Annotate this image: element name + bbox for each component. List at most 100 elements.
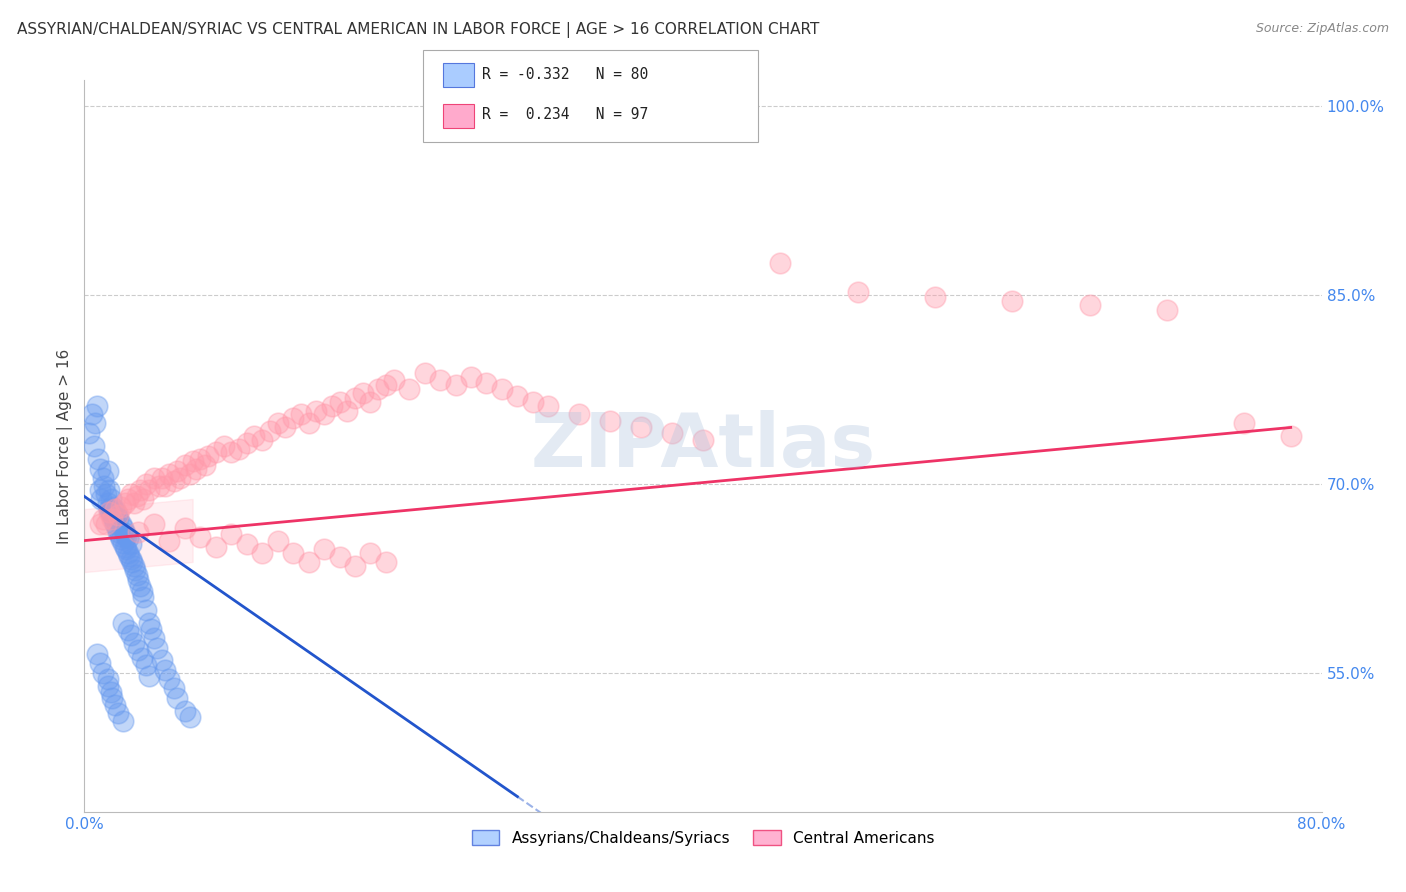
Point: [115, 528, 138, 542]
Point: [661, 426, 683, 441]
Point: [219, 445, 242, 459]
Point: [139, 622, 162, 636]
Point: [117, 546, 139, 560]
Point: [98, 483, 121, 497]
Point: [184, 461, 207, 475]
Point: [127, 643, 149, 657]
Point: [135, 658, 157, 673]
Point: [382, 373, 405, 387]
Point: [131, 584, 153, 599]
Point: [96, 496, 118, 510]
Point: [297, 555, 319, 569]
Point: [120, 552, 142, 566]
Point: [96, 679, 118, 693]
Point: [343, 391, 366, 405]
Point: [174, 521, 197, 535]
Point: [143, 631, 166, 645]
Point: [87, 451, 110, 466]
Point: [105, 521, 128, 535]
Point: [124, 563, 146, 577]
Point: [181, 454, 204, 468]
Point: [115, 542, 138, 557]
Point: [89, 483, 111, 497]
Point: [100, 491, 122, 506]
Point: [159, 467, 180, 481]
Point: [281, 411, 305, 425]
Point: [312, 408, 335, 422]
Point: [174, 704, 197, 718]
Point: [101, 691, 124, 706]
Point: [197, 449, 219, 463]
Point: [312, 542, 335, 557]
Point: [274, 420, 297, 434]
Point: [132, 591, 155, 605]
Point: [630, 420, 652, 434]
Point: [537, 399, 560, 413]
Point: [90, 491, 112, 506]
Point: [101, 508, 124, 523]
Point: [166, 464, 188, 478]
Point: [1279, 429, 1302, 443]
Point: [117, 623, 139, 637]
Point: [117, 491, 139, 506]
Point: [336, 403, 359, 417]
Point: [235, 436, 259, 450]
Point: [103, 512, 125, 526]
Point: [112, 536, 135, 550]
Point: [352, 386, 374, 401]
Point: [159, 673, 180, 687]
Point: [101, 512, 124, 526]
Point: [110, 500, 132, 514]
Point: [250, 433, 273, 447]
Point: [599, 414, 621, 428]
Point: [522, 395, 544, 409]
Point: [374, 378, 398, 392]
Point: [120, 537, 142, 551]
Point: [110, 517, 132, 532]
Point: [169, 470, 191, 484]
Point: [228, 442, 250, 456]
Point: [101, 500, 124, 514]
Point: [398, 382, 420, 396]
Point: [163, 681, 186, 695]
Point: [89, 656, 111, 670]
Point: [127, 524, 149, 539]
Point: [135, 476, 157, 491]
Point: [94, 517, 117, 532]
Point: [1001, 293, 1024, 308]
Point: [1078, 298, 1101, 312]
Point: [163, 475, 186, 489]
Point: [114, 526, 136, 541]
Y-axis label: In Labor Force | Age > 16: In Labor Force | Age > 16: [58, 349, 73, 543]
Point: [429, 373, 451, 387]
Point: [110, 533, 132, 547]
Point: [117, 531, 139, 545]
Point: [568, 408, 591, 422]
Point: [104, 502, 127, 516]
Point: [153, 664, 176, 678]
Point: [143, 470, 166, 484]
Point: [343, 558, 366, 573]
Point: [138, 668, 160, 682]
Point: [125, 490, 148, 504]
Point: [360, 546, 382, 560]
Point: [150, 653, 173, 667]
Point: [328, 395, 352, 409]
Point: [125, 567, 148, 582]
Point: [132, 491, 155, 506]
Point: [103, 502, 125, 516]
Point: [91, 470, 114, 484]
Point: [769, 256, 792, 270]
Point: [129, 579, 152, 593]
Point: [120, 628, 142, 642]
Point: [243, 429, 266, 443]
Point: [96, 673, 118, 687]
Point: [100, 505, 122, 519]
Point: [460, 369, 482, 384]
Point: [122, 636, 145, 650]
Point: [235, 537, 259, 551]
Point: [129, 483, 152, 497]
Point: [205, 445, 228, 459]
Legend: Assyrians/Chaldeans/Syriacs, Central Americans: Assyrians/Chaldeans/Syriacs, Central Ame…: [465, 823, 941, 852]
Point: [179, 467, 201, 481]
